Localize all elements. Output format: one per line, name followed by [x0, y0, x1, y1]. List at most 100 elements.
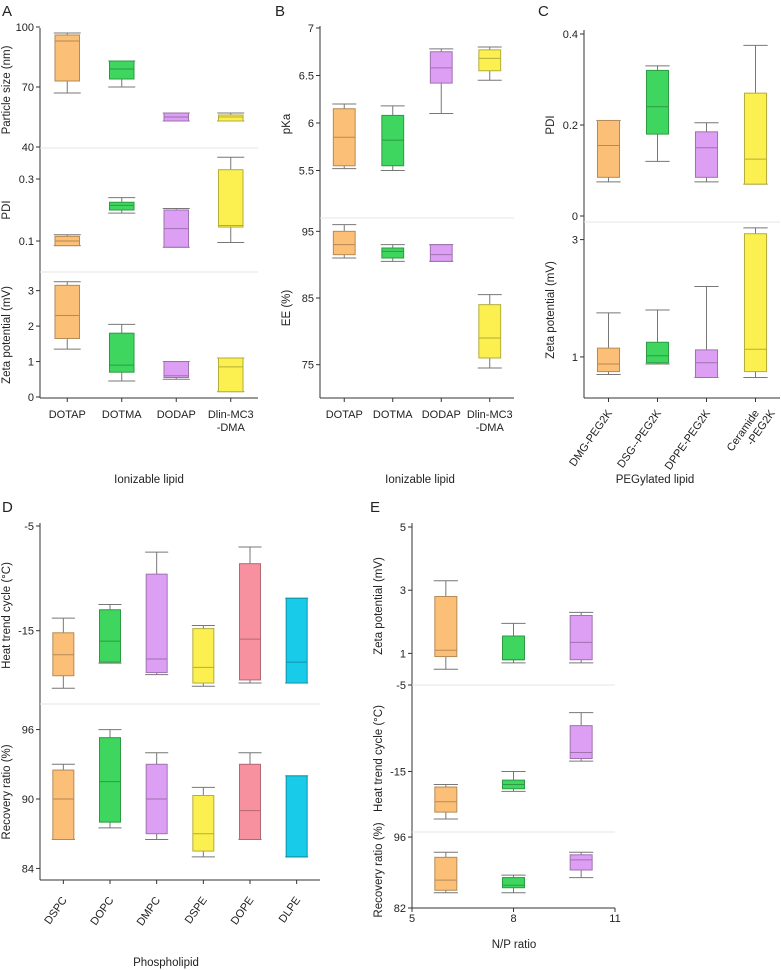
x-tick-label: DOPC	[88, 895, 116, 928]
x-tick-label: DMPC	[135, 895, 163, 928]
box-iqr	[743, 233, 768, 373]
y-tick-label: 75	[302, 360, 314, 372]
y-axis-label: Heat trend cycle (°C)	[1, 562, 13, 669]
y-tick-label: 1	[400, 648, 406, 660]
y-axis-label: Particle size (nm)	[1, 45, 13, 134]
y-tick-label: -15	[390, 766, 406, 778]
box-iqr	[743, 92, 768, 185]
box-iqr	[434, 596, 458, 658]
x-tick-label-line: DMG-PEG2K	[567, 407, 615, 468]
box-iqr	[52, 632, 75, 677]
x-tick-label: DSPE	[183, 895, 210, 926]
y-tick-label: 0	[572, 211, 578, 223]
box-iqr	[434, 856, 458, 891]
xlabel-d: Phospholipid	[133, 957, 199, 969]
x-tick-label: DOTAP	[326, 409, 363, 421]
y-tick-label: -5	[396, 680, 406, 692]
y-tick-label: 0.4	[563, 29, 578, 41]
box-iqr	[99, 609, 121, 663]
x-tick-label: DLPE	[277, 895, 303, 925]
y-tick-label: 3	[572, 235, 578, 247]
y-axis-label: Recovery ratio (%)	[373, 822, 385, 917]
y-tick-label: 0.3	[19, 174, 34, 186]
x-tick-label-line: DOTMA	[373, 409, 413, 421]
box-iqr	[645, 69, 670, 135]
y-axis-label: PDI	[1, 200, 13, 219]
y-tick-label: 6.5	[299, 71, 314, 83]
y-axis-label: Recovery ratio (%)	[1, 744, 13, 839]
panel-b: 7 6.5 6 5.5 pKa 95 85 75 EE (%) DOTAP DOTMA DODAP Dl…	[281, 23, 514, 434]
x-tick-label: Dlin-MC3 -DMA	[208, 409, 254, 434]
x-tick-label: DOTAP	[49, 409, 86, 421]
box-iqr	[332, 230, 356, 256]
y-axis-label: EE (%)	[281, 290, 293, 327]
y-tick-label: 2	[28, 321, 34, 333]
x-tick-label: DSG--PEG2K	[615, 407, 664, 470]
y-tick-label: -5	[24, 521, 34, 533]
box-iqr	[381, 247, 405, 259]
x-tick-label-line: DODAP	[157, 409, 196, 421]
x-tick-label-line: DPPE-PEG2K	[663, 407, 714, 472]
panel-d: -5 -15 Heat trend cycle (°C) 96 90 84 Recovery…	[1, 521, 320, 928]
y-tick-label: 96	[394, 832, 406, 844]
x-tick-label-line: DOTAP	[326, 409, 363, 421]
box-iqr	[478, 49, 502, 72]
box-iqr	[163, 361, 190, 378]
y-axis-label: Zeta potential (mV)	[545, 261, 557, 359]
x-tick-label-line: DMPC	[135, 895, 163, 928]
y-tick-label: 5	[400, 522, 406, 534]
y-tick-label: 84	[22, 863, 34, 875]
x-tick-label-line: -DMA	[217, 422, 246, 434]
y-tick-label: 1	[572, 352, 578, 364]
box-iqr	[99, 737, 121, 823]
panel-label-b: B	[275, 3, 285, 20]
x-tick-label-line: Dlin-MC3	[208, 409, 254, 421]
y-axis-label: Heat trend cycle (°C)	[373, 705, 385, 812]
y-tick-label: 70	[22, 82, 34, 94]
y-tick-label: 0.2	[563, 120, 578, 132]
box-iqr	[108, 332, 135, 373]
box-iqr	[596, 119, 621, 178]
box-iqr	[645, 341, 670, 364]
x-tick-label: DMG-PEG2K	[567, 407, 615, 468]
box-iqr	[145, 573, 168, 674]
box-iqr	[502, 635, 525, 661]
xlabel-a: Ionizable lipid	[114, 474, 184, 486]
panel-label-a: A	[2, 3, 12, 20]
x-tick-label: 5	[409, 913, 415, 925]
y-axis-label: pKa	[281, 113, 293, 134]
y-axis-label: Zeta potential (mV)	[1, 286, 13, 384]
box-iqr	[108, 201, 135, 211]
box-iqr	[434, 786, 458, 813]
x-tick-label-line: Dlin-MC3	[467, 409, 513, 421]
x-tick-label: Dlin-MC3 -DMA	[467, 409, 513, 434]
y-tick-label: 85	[302, 293, 314, 305]
box-iqr	[285, 597, 308, 684]
panel-label-d: D	[2, 499, 13, 516]
x-tick-label: DPPE-PEG2K	[663, 407, 714, 472]
x-tick-label-line: DSPE	[183, 895, 210, 926]
y-tick-label: 6	[308, 118, 314, 130]
box-iqr	[217, 357, 244, 393]
y-tick-label: 95	[302, 226, 314, 238]
box-iqr	[52, 769, 75, 840]
x-tick-label: DODAP	[157, 409, 196, 421]
xlabel-c: PEGylated lipid	[616, 474, 695, 486]
x-tick-label: DOTMA	[373, 409, 413, 421]
y-tick-label: 1	[28, 357, 34, 369]
x-tick-label: DOPE	[229, 895, 257, 927]
panel-c: 0.4 0.2 0 PDI 3 1 Zeta potential (mV) DMG-PEG2K…	[545, 29, 780, 472]
y-tick-label: -15	[18, 626, 34, 638]
y-axis-label: PDI	[545, 115, 557, 134]
box-iqr	[54, 34, 81, 82]
y-tick-label: 40	[22, 142, 34, 154]
box-iqr	[478, 304, 502, 359]
y-tick-label: 7	[308, 23, 314, 35]
panel-a: 100 70 40 Particle size (nm) 0.3 0.1 PDI 3 2 1 0 Ze…	[1, 22, 258, 434]
box-iqr	[569, 725, 593, 759]
x-tick-label-line: DODAP	[422, 409, 461, 421]
x-tick-label-line: DSG--PEG2K	[615, 407, 664, 470]
box-iqr	[694, 349, 719, 378]
x-tick-label-line: DOPE	[229, 895, 257, 927]
